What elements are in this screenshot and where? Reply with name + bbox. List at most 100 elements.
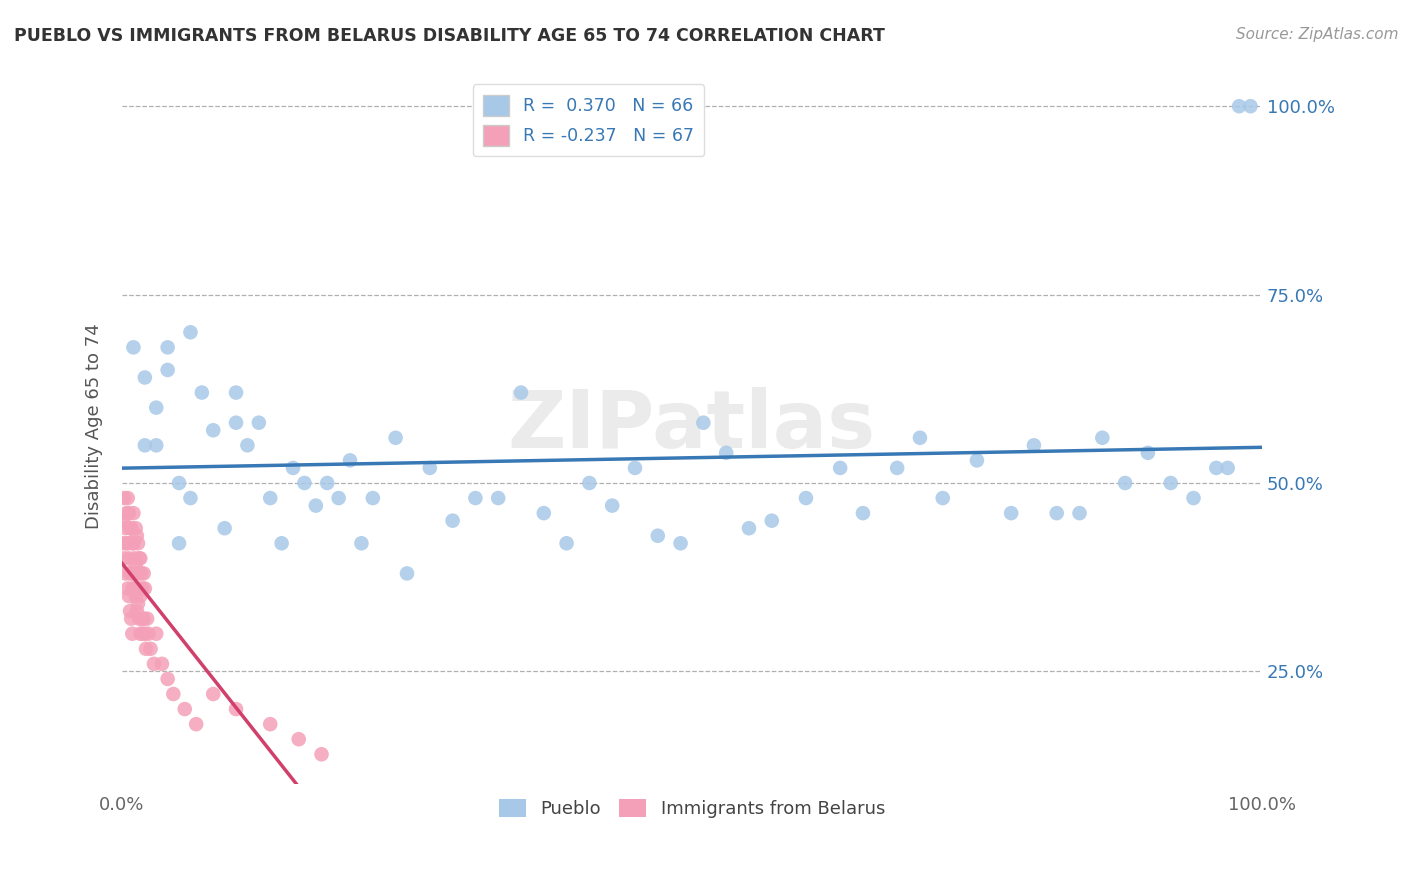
Point: [112, 536, 135, 550]
Point: [555, 536, 578, 550]
Point: [129, 551, 152, 566]
Point: [669, 536, 692, 550]
Point: [794, 491, 817, 505]
Point: [179, 491, 201, 505]
Point: [125, 558, 148, 573]
Point: [127, 536, 149, 550]
Point: [361, 491, 384, 505]
Point: [112, 551, 135, 566]
Point: [259, 491, 281, 505]
Point: [114, 566, 136, 581]
Point: [118, 604, 141, 618]
Point: [1182, 491, 1205, 505]
Point: [179, 326, 201, 340]
Point: [830, 461, 852, 475]
Point: [624, 461, 647, 475]
Point: [486, 491, 509, 505]
Point: [1227, 99, 1250, 113]
Point: [128, 582, 150, 596]
Text: ZIPatlas: ZIPatlas: [508, 387, 876, 466]
Point: [121, 582, 143, 596]
Point: [118, 566, 141, 581]
Point: [114, 521, 136, 535]
Point: [1160, 475, 1182, 490]
Point: [714, 446, 737, 460]
Point: [395, 566, 418, 581]
Point: [316, 475, 339, 490]
Point: [132, 566, 155, 581]
Point: [122, 566, 145, 581]
Point: [125, 589, 148, 603]
Point: [128, 551, 150, 566]
Point: [145, 438, 167, 452]
Point: [225, 385, 247, 400]
Point: [1091, 431, 1114, 445]
Point: [270, 536, 292, 550]
Point: [339, 453, 361, 467]
Point: [128, 612, 150, 626]
Point: [143, 657, 166, 671]
Point: [173, 702, 195, 716]
Point: [127, 566, 149, 581]
Point: [186, 717, 208, 731]
Point: [259, 717, 281, 731]
Point: [134, 370, 156, 384]
Point: [118, 506, 141, 520]
Legend: Pueblo, Immigrants from Belarus: Pueblo, Immigrants from Belarus: [492, 792, 893, 825]
Point: [692, 416, 714, 430]
Point: [122, 536, 145, 550]
Point: [118, 551, 141, 566]
Point: [145, 401, 167, 415]
Point: [464, 491, 486, 505]
Point: [1069, 506, 1091, 520]
Point: [214, 521, 236, 535]
Point: [419, 461, 441, 475]
Point: [150, 657, 173, 671]
Point: [118, 589, 141, 603]
Point: [202, 687, 225, 701]
Point: [122, 506, 145, 520]
Point: [120, 612, 142, 626]
Point: [162, 687, 184, 701]
Point: [131, 566, 153, 581]
Point: [124, 582, 146, 596]
Point: [191, 385, 214, 400]
Y-axis label: Disability Age 65 to 74: Disability Age 65 to 74: [86, 324, 103, 529]
Point: [120, 521, 142, 535]
Point: [1205, 461, 1227, 475]
Text: PUEBLO VS IMMIGRANTS FROM BELARUS DISABILITY AGE 65 TO 74 CORRELATION CHART: PUEBLO VS IMMIGRANTS FROM BELARUS DISABI…: [14, 27, 884, 45]
Point: [247, 416, 270, 430]
Point: [1136, 446, 1159, 460]
Point: [328, 491, 350, 505]
Point: [311, 747, 333, 762]
Point: [202, 423, 225, 437]
Point: [145, 626, 167, 640]
Point: [125, 566, 148, 581]
Point: [167, 475, 190, 490]
Point: [134, 626, 156, 640]
Point: [287, 732, 309, 747]
Point: [600, 499, 623, 513]
Point: [131, 582, 153, 596]
Point: [131, 626, 153, 640]
Point: [236, 438, 259, 452]
Point: [112, 514, 135, 528]
Point: [156, 340, 179, 354]
Point: [127, 597, 149, 611]
Point: [117, 536, 139, 550]
Point: [124, 551, 146, 566]
Point: [134, 438, 156, 452]
Text: Source: ZipAtlas.com: Source: ZipAtlas.com: [1236, 27, 1399, 42]
Point: [131, 612, 153, 626]
Point: [129, 589, 152, 603]
Point: [1046, 506, 1069, 520]
Point: [156, 363, 179, 377]
Point: [294, 475, 316, 490]
Point: [135, 641, 157, 656]
Point: [852, 506, 875, 520]
Point: [533, 506, 555, 520]
Point: [1022, 438, 1045, 452]
Point: [510, 385, 533, 400]
Point: [738, 521, 761, 535]
Point: [125, 529, 148, 543]
